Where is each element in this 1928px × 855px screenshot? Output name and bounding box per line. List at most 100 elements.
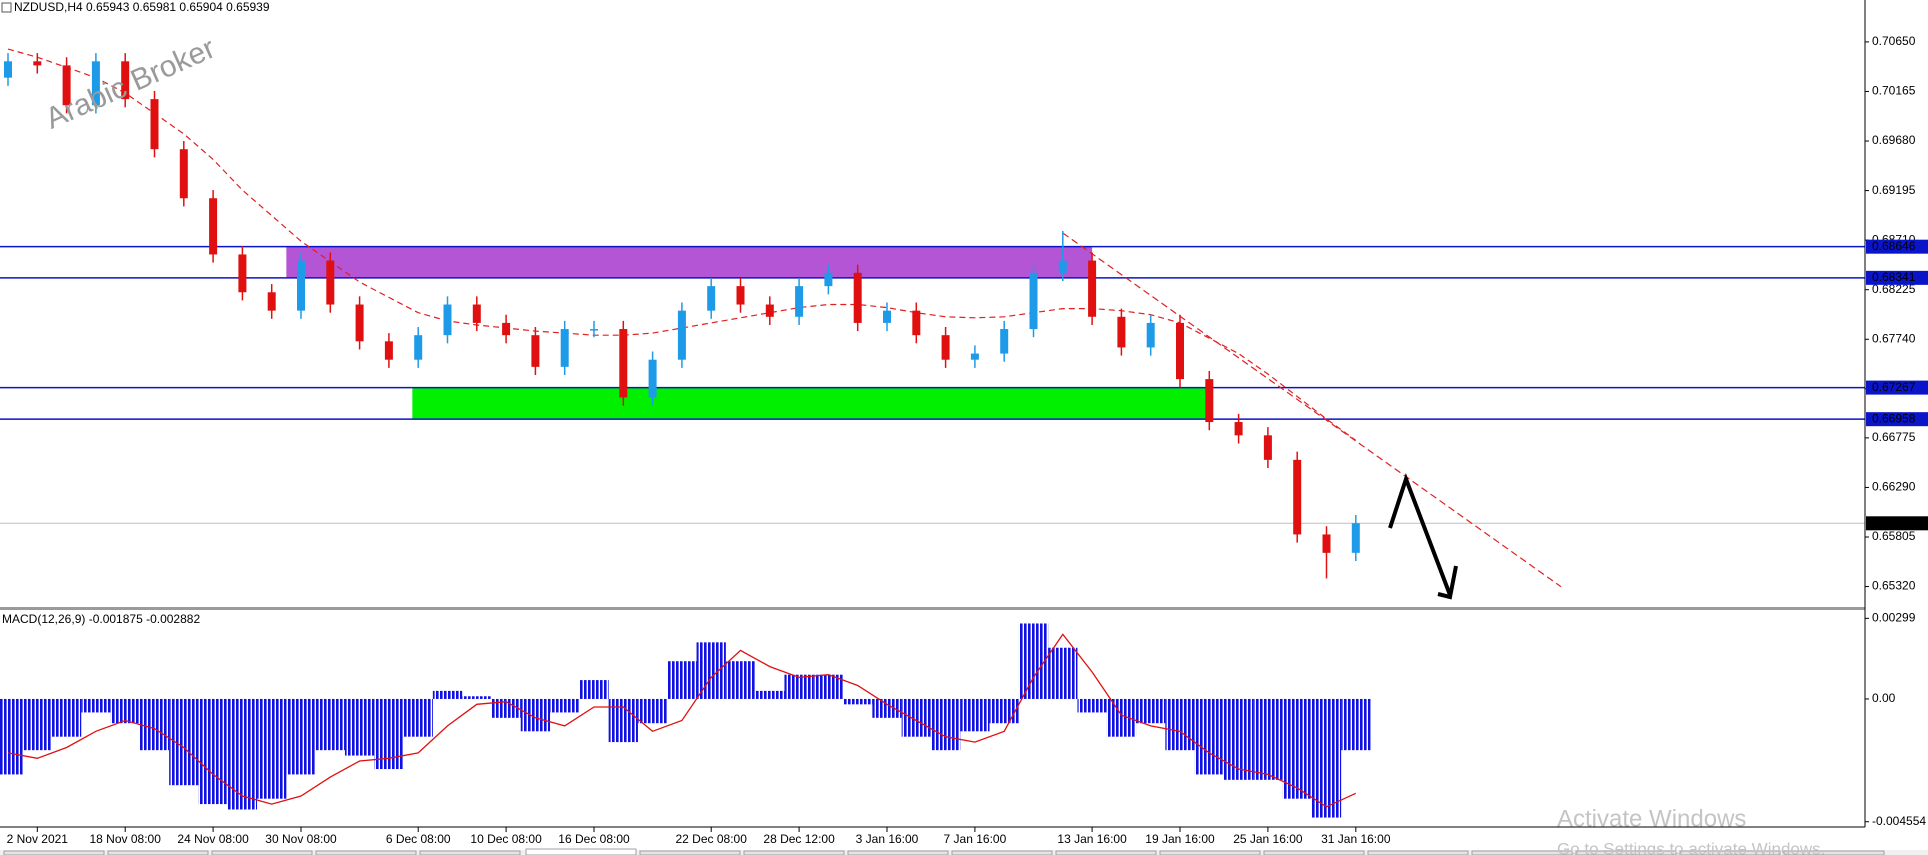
histogram-bar [344, 698, 375, 756]
activation-title: Activate Windows [1557, 805, 1746, 832]
tab[interactable] [1263, 850, 1365, 855]
moving-average [7, 48, 1357, 441]
candle-body [502, 322, 511, 336]
histogram-bar [432, 690, 463, 699]
tab[interactable] [1575, 850, 1677, 855]
candle-body [1205, 379, 1214, 423]
histogram-bar [1253, 698, 1283, 780]
histogram-bar [110, 698, 140, 724]
histogram-bar [667, 661, 697, 699]
histogram-bar [960, 698, 990, 732]
histogram-bar [257, 698, 287, 799]
candle-body [560, 329, 569, 367]
tab[interactable] [847, 850, 949, 855]
histogram-bar [374, 698, 404, 770]
candle-body [912, 310, 921, 336]
candle-body [765, 304, 774, 317]
histogram-bar [784, 674, 814, 699]
tab[interactable] [107, 850, 209, 855]
x-tick-label: 13 Jan 16:00 [1057, 832, 1127, 846]
histogram-bar [1223, 698, 1254, 780]
histogram-bar [989, 698, 1019, 724]
tab[interactable] [639, 850, 741, 855]
y-tick-label: 0.70165 [1872, 84, 1916, 98]
candle-body [209, 198, 218, 255]
candle-body [33, 61, 42, 66]
histogram-bar [0, 698, 23, 775]
candle-body [91, 61, 100, 106]
candle-body [619, 329, 628, 398]
candle-body [1263, 435, 1272, 460]
histogram-bar [725, 661, 756, 699]
y-tick-label: 0.68225 [1872, 282, 1916, 296]
candle-body [1029, 272, 1038, 330]
macd-title: MACD(12,26,9) -0.001875 -0.002882 [2, 612, 200, 626]
back-layer [0, 245, 1865, 524]
candle-body [883, 310, 891, 323]
tab[interactable] [1367, 850, 1469, 855]
candle-body [677, 310, 686, 360]
arrow-annotation [1388, 472, 1452, 596]
candle-body [1088, 260, 1097, 317]
y-tick-label: 0.65805 [1872, 529, 1916, 543]
tab[interactable] [1471, 850, 1573, 855]
histogram-bar [1282, 698, 1312, 799]
histogram-bar [315, 698, 345, 751]
zone [286, 246, 1093, 278]
candle-body [1176, 322, 1184, 380]
candle-body [1351, 523, 1360, 553]
tab[interactable] [743, 850, 845, 855]
tab[interactable] [1783, 850, 1885, 855]
chart-title: NZDUSD,H4 0.65943 0.65981 0.65904 0.6593… [14, 0, 270, 14]
tab[interactable] [3, 850, 105, 855]
x-tick-label: 28 Dec 12:00 [763, 832, 835, 846]
tab[interactable] [1679, 850, 1781, 855]
tab[interactable] [211, 850, 313, 855]
candle-body [150, 99, 159, 150]
panel-separator [0, 607, 1865, 610]
tab[interactable] [315, 850, 417, 855]
histogram-bar [696, 642, 726, 699]
x-tick-label: 24 Nov 08:00 [177, 832, 249, 846]
histogram-bar [491, 698, 521, 718]
candle-body [1000, 329, 1009, 354]
histogram-bar [1341, 698, 1371, 751]
trendline [1062, 232, 1562, 588]
candle-body [384, 341, 393, 360]
tab[interactable] [951, 850, 1053, 855]
candle-body [1146, 322, 1155, 348]
current-price-box [1866, 516, 1928, 531]
tab-active[interactable] [525, 848, 637, 855]
candle-body [414, 335, 423, 360]
y-tick-label: 0.67740 [1872, 331, 1916, 345]
histogram-bar [608, 698, 638, 743]
y-tick-label: 0.00299 [1872, 611, 1916, 625]
histogram-bar [579, 680, 609, 699]
x-tick-label: 10 Dec 08:00 [470, 832, 542, 846]
candle-body [941, 335, 950, 360]
x-tick-label: 3 Jan 16:00 [856, 832, 919, 846]
histogram-bar [403, 698, 433, 737]
level-box [1866, 239, 1928, 254]
histogram-bar [1048, 647, 1078, 699]
arrow-head [1437, 565, 1458, 600]
tab[interactable] [419, 850, 521, 855]
histogram-bar [22, 698, 52, 751]
candle-body [531, 335, 540, 367]
candle-body [795, 286, 804, 317]
histogram-bar [1077, 698, 1107, 713]
x-tick-label: 7 Jan 16:00 [944, 832, 1007, 846]
candle-body [590, 329, 598, 331]
candle-body [355, 304, 364, 342]
tab[interactable] [1159, 850, 1261, 855]
tab[interactable] [1055, 850, 1157, 855]
y-tick-label: 0.66290 [1872, 480, 1916, 494]
x-tick-label: 25 Jan 16:00 [1233, 832, 1303, 846]
candle-body [4, 61, 12, 78]
histogram-bar [81, 698, 111, 713]
histogram-bar [930, 698, 961, 751]
candle-body [179, 149, 188, 199]
histogram-bar [1311, 698, 1342, 818]
histogram-bar [901, 698, 931, 737]
